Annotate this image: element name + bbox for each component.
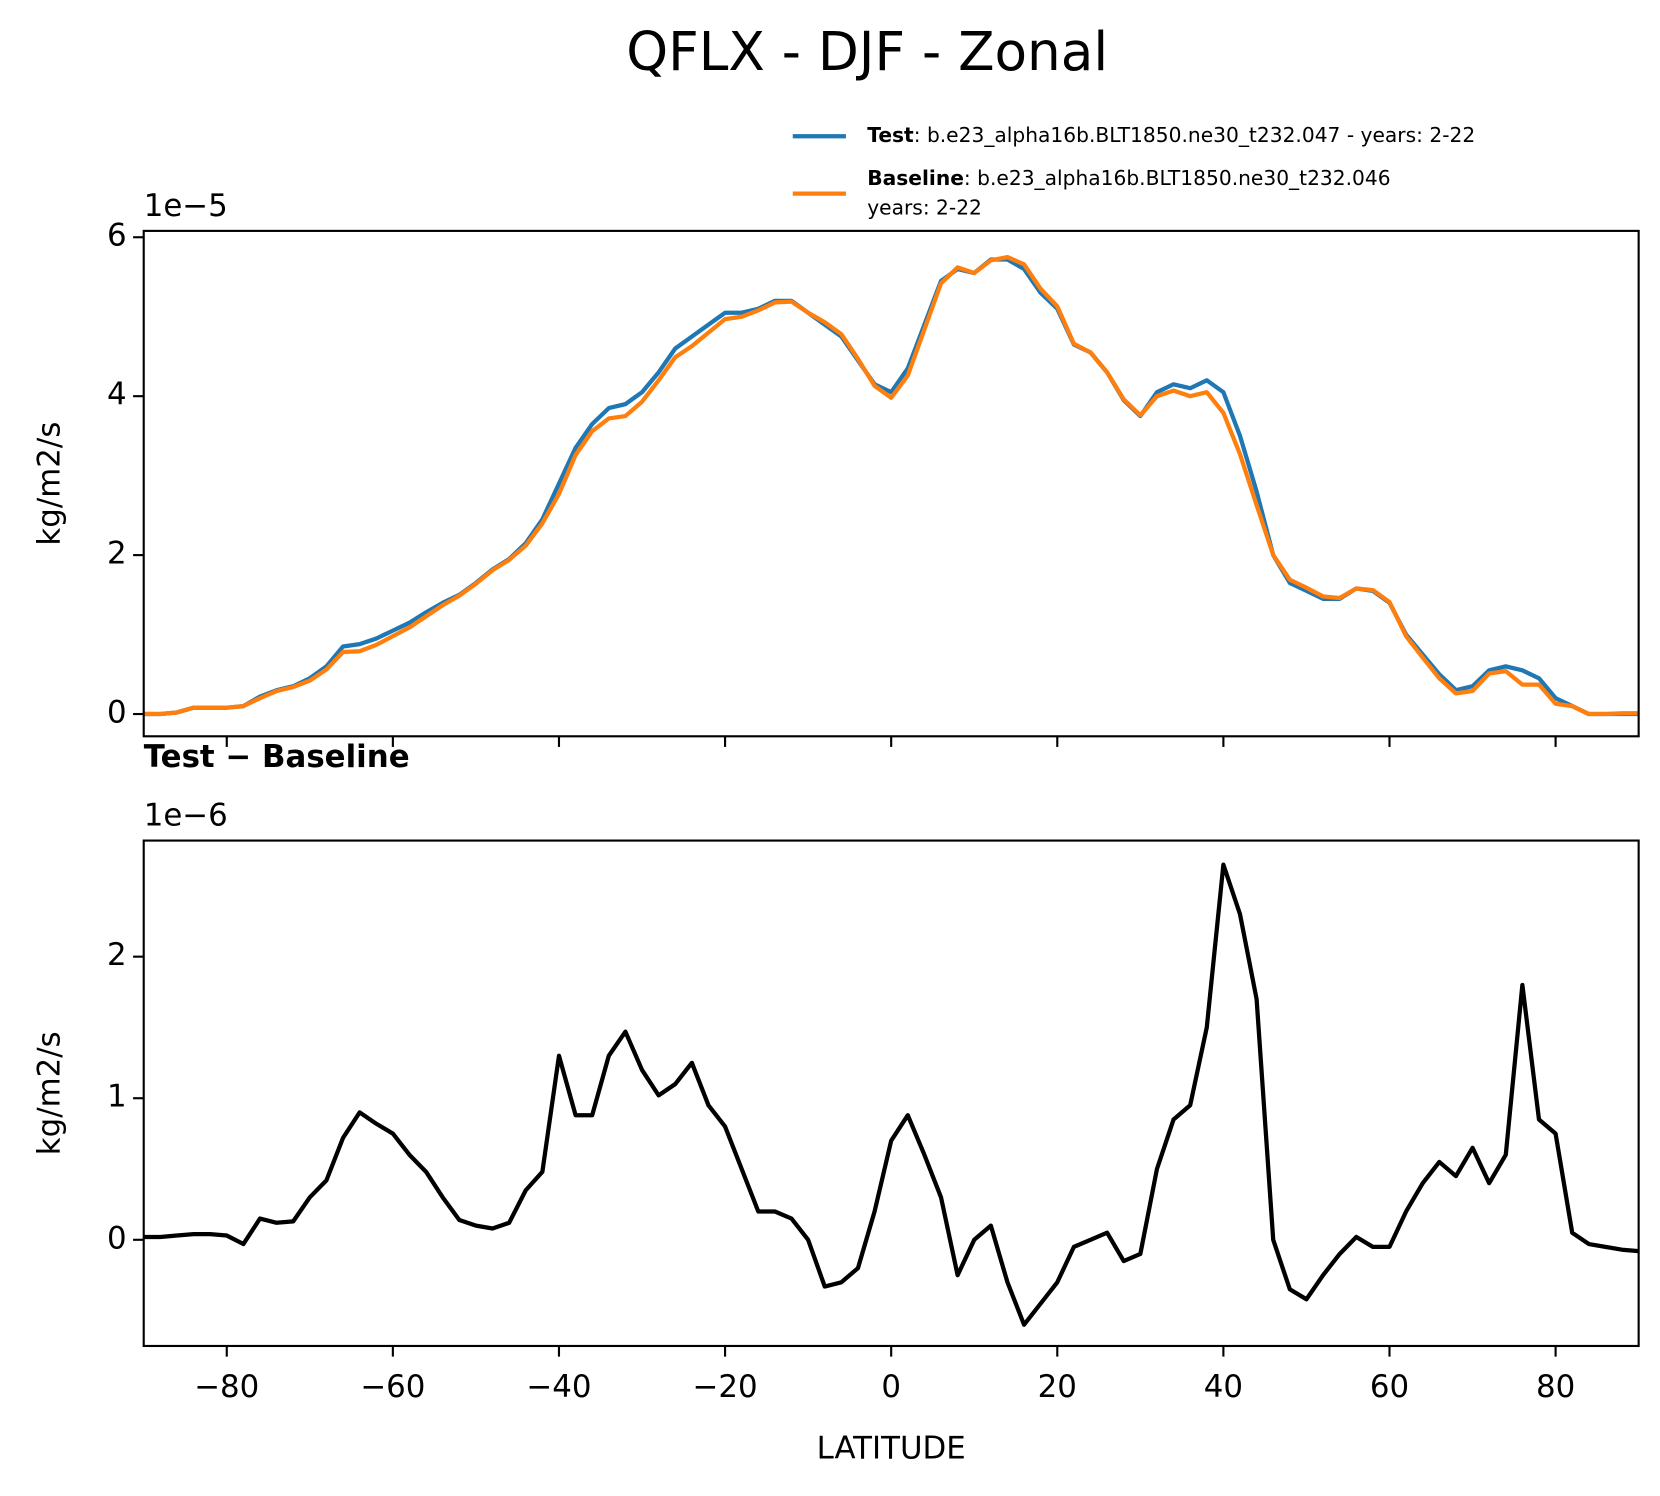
x-tick-label: 0 — [881, 1369, 901, 1405]
x-tick-label: −60 — [360, 1369, 425, 1405]
y-tick-label: 1 — [107, 1079, 127, 1115]
y-tick-label: 6 — [107, 218, 127, 254]
x-tick-label: −20 — [693, 1369, 758, 1405]
legend-entry: Baseline: b.e23_alpha16b.BLT1850.ne30_t2… — [867, 165, 1390, 189]
x-tick-label: 20 — [1038, 1369, 1077, 1405]
y-offset-label: 1e−6 — [144, 798, 228, 834]
y-tick-label: 2 — [107, 937, 127, 973]
y-axis-label: kg/m2/s — [32, 1031, 68, 1155]
x-tick-label: −80 — [194, 1369, 259, 1405]
data-line — [143, 862, 1639, 1327]
x-tick-label: −40 — [526, 1369, 591, 1405]
legend-name: Test — [867, 123, 914, 147]
plot-frame — [142, 229, 1640, 738]
data-line — [143, 254, 1639, 717]
y-tick-label: 4 — [107, 377, 127, 413]
legend-label: : b.e23_alpha16b.BLT1850.ne30_t232.047 -… — [914, 123, 1476, 147]
y-tick-label: 0 — [107, 1220, 127, 1256]
plot-frame — [142, 839, 1640, 1348]
y-tick-label: 0 — [107, 695, 127, 731]
legend-label: years: 2-22 — [867, 195, 982, 219]
legend-entry: Test: b.e23_alpha16b.BLT1850.ne30_t232.0… — [867, 123, 1475, 147]
x-tick-label: 60 — [1370, 1369, 1409, 1405]
subplot-title: Test − Baseline — [144, 739, 410, 775]
legend-name: Baseline — [867, 165, 964, 189]
x-tick-label: 80 — [1536, 1369, 1575, 1405]
legend-label: : b.e23_alpha16b.BLT1850.ne30_t232.046 — [964, 165, 1391, 189]
y-axis-label: kg/m2/s — [32, 422, 68, 546]
x-tick-label: 40 — [1204, 1369, 1243, 1405]
legend-entry: years: 2-22 — [867, 195, 982, 219]
y-offset-label: 1e−5 — [144, 188, 228, 224]
y-tick-label: 2 — [107, 536, 127, 572]
figure-title: QFLX - DJF - Zonal — [626, 21, 1108, 83]
x-axis-label: LATITUDE — [817, 1431, 966, 1467]
